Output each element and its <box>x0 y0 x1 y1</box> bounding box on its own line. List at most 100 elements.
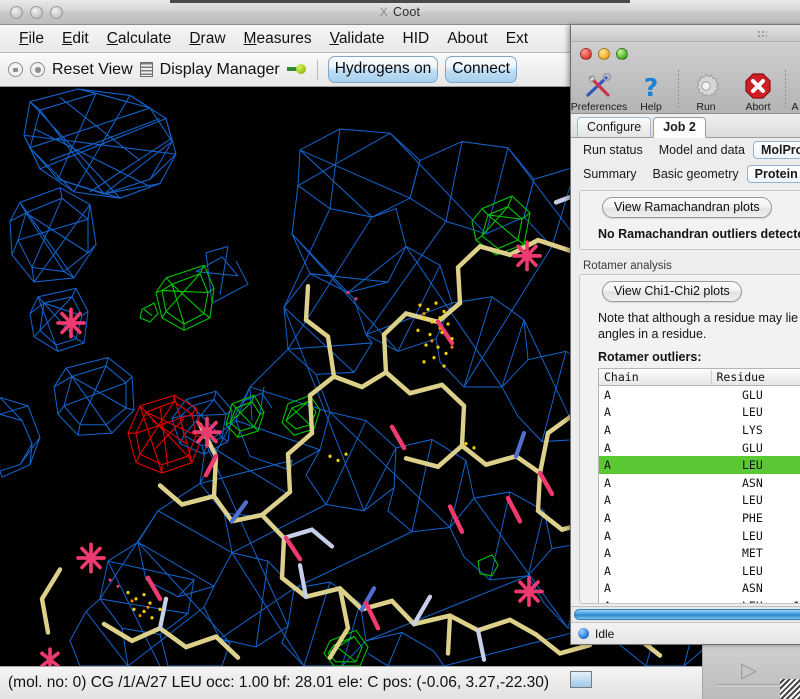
cell-chain: A <box>604 422 611 437</box>
tab-row-tertiary[interactable]: Summary Basic geometry Protein Cl <box>571 162 800 185</box>
cell-residue-name: GLU <box>742 440 763 455</box>
toolbar-separator <box>316 59 318 80</box>
menu-measures[interactable]: Measures <box>243 29 312 47</box>
table-row[interactable]: A PHE54 <box>599 509 800 527</box>
menu-calculate[interactable]: Calculate <box>106 29 172 47</box>
zoom-button[interactable] <box>616 48 628 60</box>
menu-about[interactable]: About <box>447 29 488 47</box>
toolbar-buttons[interactable]: Preferences ? Help <box>571 62 800 114</box>
table-row[interactable]: A LEU40 <box>599 492 800 510</box>
run-label: Run <box>696 101 716 113</box>
rotamer-note-line2: angles in a residue. <box>598 327 707 341</box>
cell-residue-number: 27 <box>766 458 800 472</box>
molprobity-window-buttons[interactable] <box>571 46 800 62</box>
tab-model-and-data[interactable]: Model and data <box>658 143 745 157</box>
run-button[interactable]: Run <box>680 62 732 114</box>
display-manager-button[interactable]: Display Manager <box>159 60 280 78</box>
table-row[interactable]: ALEU160 <box>599 597 800 603</box>
tab-run-status[interactable]: Run status <box>583 143 643 157</box>
abort-button[interactable]: Abort <box>732 62 784 114</box>
table-row[interactable]: A GLU17 <box>599 386 800 404</box>
cell-chain: A <box>604 510 611 525</box>
resize-grip[interactable] <box>780 679 800 699</box>
cell-residue-number: 21 <box>766 423 800 437</box>
coot-titlebar: X Coot <box>0 0 800 25</box>
toolbar-divider-2 <box>785 70 786 110</box>
cell-residue-number: 160 <box>766 599 800 603</box>
cell-residue-number: 24 <box>766 441 800 455</box>
view-ramachandran-plots-button[interactable]: View Ramachandran plots <box>602 197 772 218</box>
play-triangle-icon[interactable] <box>741 658 757 683</box>
menu-draw[interactable]: Draw <box>189 29 226 47</box>
horizontal-scrollbar[interactable] <box>571 606 800 622</box>
table-row[interactable]: A ASN32 <box>599 474 800 492</box>
toolbar-toggle-a-icon[interactable] <box>8 62 23 77</box>
table-body[interactable]: AGLU17ALEU19ALYS21AGLU24ALEU27AASN32ALEU… <box>599 386 800 603</box>
close-button[interactable] <box>580 48 592 60</box>
view-chi1-chi2-plots-button[interactable]: View Chi1-Chi2 plots <box>602 281 742 302</box>
menu-file[interactable]: File <box>19 29 44 47</box>
tab-summary[interactable]: Summary <box>583 166 637 181</box>
molprobity-content[interactable]: View Ramachandran plots No Ramachandran … <box>571 185 800 606</box>
table-row[interactable]: A LEU59 <box>599 527 800 545</box>
menu-hid[interactable]: HID <box>402 29 430 47</box>
menu-validate[interactable]: Validate <box>329 29 385 47</box>
close-button[interactable] <box>10 5 23 19</box>
cell-chain: A <box>604 581 611 596</box>
cell-chain: A <box>604 458 611 473</box>
coot-window-buttons[interactable] <box>10 5 63 19</box>
question-mark-icon: ? <box>640 71 662 101</box>
preferences-button[interactable]: Preferences <box>571 62 627 114</box>
rotamer-outliers-table-clip[interactable]: Chain Residue AGLU17ALEU19ALYS21AGLU24AL… <box>580 368 800 603</box>
secondary-slider[interactable] <box>715 684 789 687</box>
cell-chain: A <box>604 405 611 420</box>
table-row[interactable]: A LEU19 <box>599 404 800 422</box>
table-row[interactable]: A ASN99 <box>599 580 800 598</box>
tab-protein[interactable]: Protein <box>746 164 800 183</box>
connect-button[interactable]: Connect <box>445 56 517 83</box>
zoom-button[interactable] <box>50 5 63 19</box>
help-label: Help <box>640 101 662 113</box>
extra-tool-button[interactable]: A <box>787 62 800 114</box>
cell-residue-name: LEU <box>742 493 763 508</box>
cell-chain: A <box>604 440 611 455</box>
tab-basic-geometry[interactable]: Basic geometry <box>652 166 739 181</box>
toolbar-toggle-b-icon[interactable] <box>30 62 45 77</box>
tab-configure[interactable]: Configure <box>577 117 652 137</box>
rotamer-outliers-table[interactable]: Chain Residue AGLU17ALEU19ALYS21AGLU24AL… <box>598 368 800 603</box>
table-row[interactable]: A LEU27 <box>599 456 800 474</box>
reset-view-button[interactable]: Reset View <box>52 60 133 78</box>
menu-extensions[interactable]: Ext <box>505 29 529 47</box>
go-to-atom-icon[interactable] <box>286 63 307 76</box>
molprobity-toolbar[interactable]: Preferences ? Help <box>571 42 800 114</box>
molprobity-titlebar[interactable] <box>571 25 800 42</box>
tab-molprobity[interactable]: MolProbit <box>752 141 800 159</box>
molprobity-statusbar: Idle <box>571 622 800 644</box>
map-color-swatch[interactable] <box>570 671 592 688</box>
table-row[interactable]: A LYS21 <box>599 421 800 439</box>
table-row[interactable]: A GLU24 <box>599 439 800 457</box>
window-grip-icon[interactable] <box>757 30 767 37</box>
help-button[interactable]: ? Help <box>625 62 677 114</box>
scrollbar-thumb[interactable] <box>574 609 800 620</box>
cell-residue-name: ASN <box>742 581 763 596</box>
table-row[interactable]: A MET63 <box>599 544 800 562</box>
coot-title-label: Coot <box>393 5 421 19</box>
column-header-residue: Residue <box>716 370 765 384</box>
minimize-button[interactable] <box>30 5 43 19</box>
table-row[interactable]: A LEU74 <box>599 562 800 580</box>
tab-job-2[interactable]: Job 2 <box>653 117 706 138</box>
cell-residue-number: 74 <box>766 564 800 578</box>
tab-row-secondary[interactable]: Run status Model and data MolProbit <box>571 138 800 162</box>
menu-edit[interactable]: Edit <box>61 29 89 47</box>
cell-residue-name: GLU <box>742 387 763 402</box>
cell-residue-number: 99 <box>766 581 800 595</box>
display-manager-icon[interactable] <box>139 62 153 77</box>
status-label: Idle <box>595 626 615 641</box>
hydrogens-on-button[interactable]: Hydrogens on <box>327 56 439 83</box>
cell-chain: A <box>604 528 611 543</box>
minimize-button[interactable] <box>598 48 610 60</box>
cell-residue-number: 54 <box>766 511 800 525</box>
tab-row-primary[interactable]: Configure Job 2 <box>571 114 800 138</box>
cell-chain: A <box>604 493 611 508</box>
